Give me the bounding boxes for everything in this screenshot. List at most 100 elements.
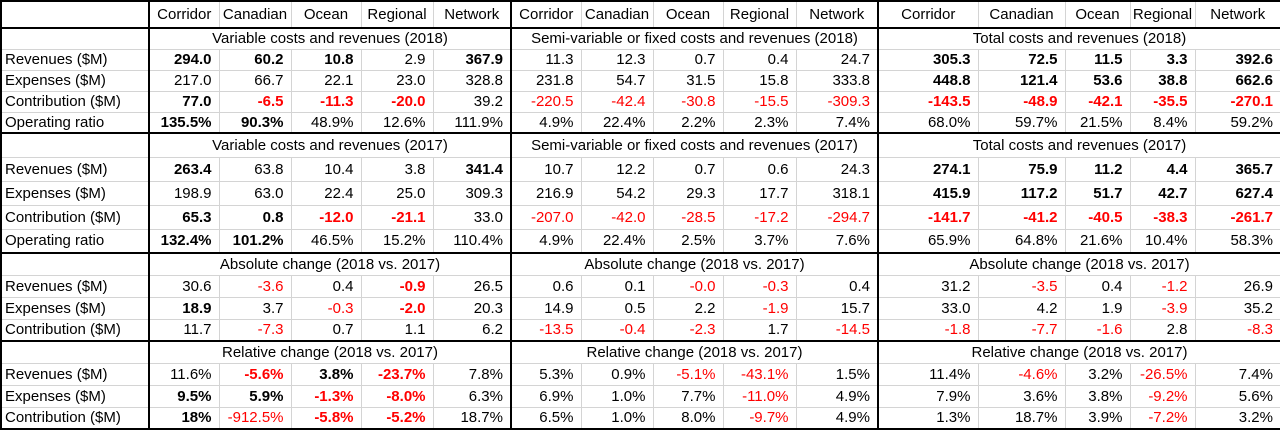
empty-label-cell[interactable]: [0, 27, 150, 50]
data-cell[interactable]: 22.1: [290, 69, 362, 92]
data-cell[interactable]: 24.3: [795, 156, 879, 182]
section-title[interactable]: Total costs and revenues (2017): [877, 132, 1280, 158]
data-cell[interactable]: 4.9%: [795, 406, 879, 430]
data-cell[interactable]: -7.3: [218, 318, 292, 342]
data-cell[interactable]: -35.5: [1129, 90, 1196, 113]
column-header-regional[interactable]: Regional: [360, 0, 434, 29]
section-title[interactable]: Relative change (2018 vs. 2017): [877, 340, 1280, 364]
data-cell[interactable]: 59.2%: [1194, 111, 1280, 134]
data-cell[interactable]: -7.7: [977, 318, 1066, 342]
data-cell[interactable]: 3.9%: [1064, 406, 1131, 430]
data-cell[interactable]: 18.7%: [977, 406, 1066, 430]
data-cell[interactable]: 415.9: [877, 180, 979, 206]
data-cell[interactable]: -38.3: [1129, 204, 1196, 230]
data-cell[interactable]: -23.7%: [360, 362, 434, 386]
data-cell[interactable]: -0.9: [360, 274, 434, 298]
data-cell[interactable]: 117.2: [977, 180, 1066, 206]
data-cell[interactable]: -1.8: [877, 318, 979, 342]
data-cell[interactable]: 26.5: [432, 274, 512, 298]
data-cell[interactable]: 3.8: [360, 156, 434, 182]
data-cell[interactable]: 294.0: [148, 48, 220, 71]
data-cell[interactable]: 7.4%: [1194, 362, 1280, 386]
data-cell[interactable]: -309.3: [795, 90, 879, 113]
data-cell[interactable]: 3.6%: [977, 384, 1066, 408]
data-cell[interactable]: 111.9%: [432, 111, 512, 134]
data-cell[interactable]: 1.7: [722, 318, 797, 342]
data-cell[interactable]: -5.2%: [360, 406, 434, 430]
data-cell[interactable]: 11.7: [148, 318, 220, 342]
data-cell[interactable]: 274.1: [877, 156, 979, 182]
data-cell[interactable]: 1.5%: [795, 362, 879, 386]
row-label[interactable]: Operating ratio: [0, 111, 150, 134]
column-header-network[interactable]: Network: [795, 0, 879, 29]
data-cell[interactable]: 22.4%: [580, 228, 654, 254]
column-header-canadian[interactable]: Canadian: [218, 0, 292, 29]
data-cell[interactable]: 63.8: [218, 156, 292, 182]
data-cell[interactable]: 15.2%: [360, 228, 434, 254]
data-cell[interactable]: 12.2: [580, 156, 654, 182]
empty-label-cell[interactable]: [0, 252, 150, 276]
data-cell[interactable]: 10.4%: [1129, 228, 1196, 254]
data-cell[interactable]: 24.7: [795, 48, 879, 71]
data-cell[interactable]: 2.9: [360, 48, 434, 71]
data-cell[interactable]: -1.3%: [290, 384, 362, 408]
data-cell[interactable]: 627.4: [1194, 180, 1280, 206]
data-cell[interactable]: 42.7: [1129, 180, 1196, 206]
data-cell[interactable]: 33.0: [432, 204, 512, 230]
data-cell[interactable]: 30.6: [148, 274, 220, 298]
data-cell[interactable]: -6.5: [218, 90, 292, 113]
data-cell[interactable]: -11.3: [290, 90, 362, 113]
data-cell[interactable]: 53.6: [1064, 69, 1131, 92]
section-title[interactable]: Variable costs and revenues (2017): [148, 132, 512, 158]
data-cell[interactable]: 121.4: [977, 69, 1066, 92]
data-cell[interactable]: 135.5%: [148, 111, 220, 134]
data-cell[interactable]: -0.3: [722, 274, 797, 298]
data-cell[interactable]: 59.7%: [977, 111, 1066, 134]
data-cell[interactable]: 448.8: [877, 69, 979, 92]
data-cell[interactable]: 21.6%: [1064, 228, 1131, 254]
column-header-corridor[interactable]: Corridor: [877, 0, 979, 29]
data-cell[interactable]: 22.4: [290, 180, 362, 206]
data-cell[interactable]: 4.4: [1129, 156, 1196, 182]
column-header-ocean[interactable]: Ocean: [652, 0, 724, 29]
data-cell[interactable]: 26.9: [1194, 274, 1280, 298]
data-cell[interactable]: 31.2: [877, 274, 979, 298]
data-cell[interactable]: 31.5: [652, 69, 724, 92]
data-cell[interactable]: 14.9: [510, 296, 582, 320]
data-cell[interactable]: 0.4: [722, 48, 797, 71]
data-cell[interactable]: 6.3%: [432, 384, 512, 408]
data-cell[interactable]: 4.2: [977, 296, 1066, 320]
data-cell[interactable]: 10.8: [290, 48, 362, 71]
data-cell[interactable]: 72.5: [977, 48, 1066, 71]
data-cell[interactable]: -3.9: [1129, 296, 1196, 320]
empty-label-cell[interactable]: [0, 340, 150, 364]
data-cell[interactable]: 367.9: [432, 48, 512, 71]
data-cell[interactable]: 46.5%: [290, 228, 362, 254]
data-cell[interactable]: -294.7: [795, 204, 879, 230]
data-cell[interactable]: 392.6: [1194, 48, 1280, 71]
data-cell[interactable]: -1.9: [722, 296, 797, 320]
data-cell[interactable]: 11.6%: [148, 362, 220, 386]
row-label[interactable]: Revenues ($M): [0, 362, 150, 386]
data-cell[interactable]: 0.7: [290, 318, 362, 342]
data-cell[interactable]: -40.5: [1064, 204, 1131, 230]
data-cell[interactable]: 5.9%: [218, 384, 292, 408]
data-cell[interactable]: 263.4: [148, 156, 220, 182]
data-cell[interactable]: -42.0: [580, 204, 654, 230]
data-cell[interactable]: 2.2%: [652, 111, 724, 134]
data-cell[interactable]: -42.4: [580, 90, 654, 113]
data-cell[interactable]: 18.9: [148, 296, 220, 320]
row-label[interactable]: Expenses ($M): [0, 384, 150, 408]
data-cell[interactable]: -28.5: [652, 204, 724, 230]
data-cell[interactable]: 10.4: [290, 156, 362, 182]
data-cell[interactable]: 11.3: [510, 48, 582, 71]
section-title[interactable]: Absolute change (2018 vs. 2017): [148, 252, 512, 276]
data-cell[interactable]: -14.5: [795, 318, 879, 342]
data-cell[interactable]: 5.6%: [1194, 384, 1280, 408]
column-header-regional[interactable]: Regional: [1129, 0, 1196, 29]
data-cell[interactable]: -42.1: [1064, 90, 1131, 113]
data-cell[interactable]: -4.6%: [977, 362, 1066, 386]
section-title[interactable]: Absolute change (2018 vs. 2017): [877, 252, 1280, 276]
section-title[interactable]: Relative change (2018 vs. 2017): [510, 340, 879, 364]
data-cell[interactable]: -2.0: [360, 296, 434, 320]
